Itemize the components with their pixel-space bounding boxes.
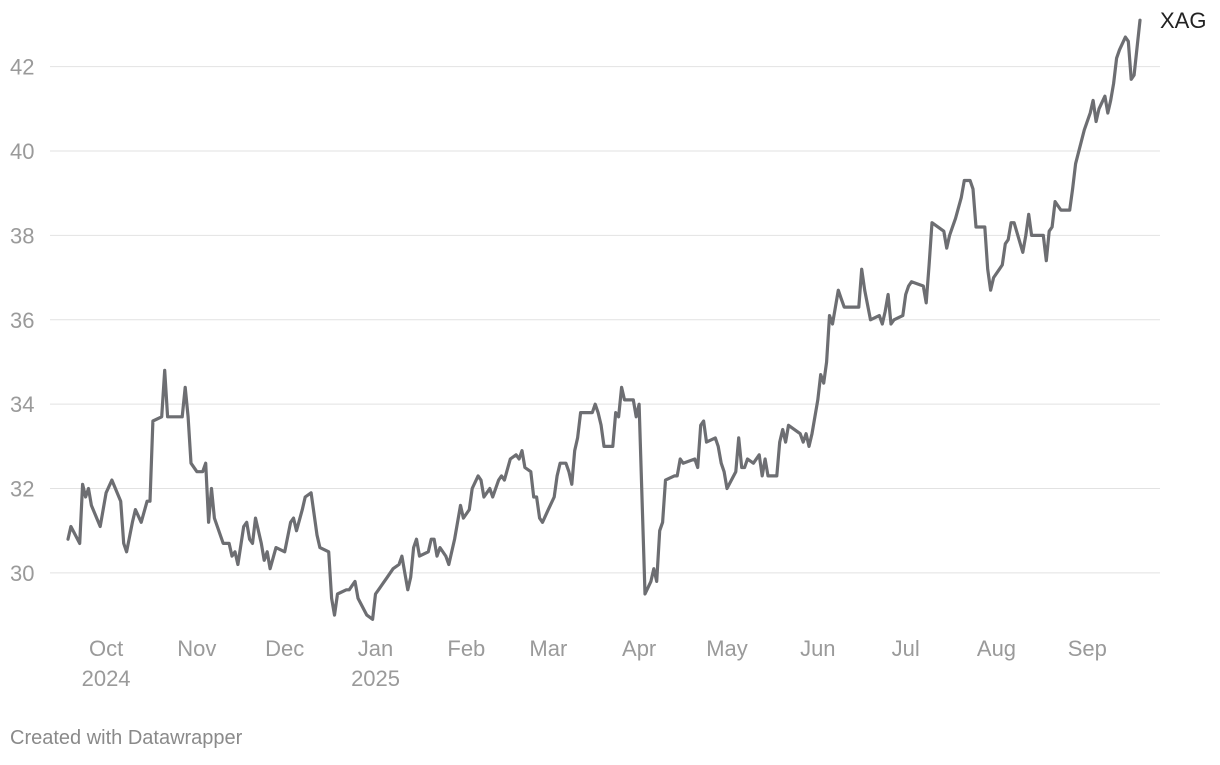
line bbox=[66, 18, 1142, 621]
y-tick-label: 34 bbox=[10, 392, 34, 417]
x-tick-label: Jan 2025 bbox=[351, 636, 400, 691]
x-tick-label: Mar bbox=[529, 636, 567, 661]
credit: Created with Datawrapper bbox=[10, 727, 243, 749]
x-tick-label: May bbox=[706, 636, 748, 661]
x-tick-label: Sep bbox=[1068, 636, 1107, 661]
series-label: XAG bbox=[1160, 8, 1206, 33]
y-tick-label: 38 bbox=[10, 223, 34, 248]
x-tick-label: Feb bbox=[447, 636, 485, 661]
y-tick-label: 40 bbox=[10, 139, 34, 164]
y-tick-label: 36 bbox=[10, 308, 34, 333]
x-tick-label: Apr bbox=[622, 636, 656, 661]
x-tick-label: Jun bbox=[800, 636, 835, 661]
y-tick-label: 42 bbox=[10, 55, 34, 80]
y-tick-label: 30 bbox=[10, 561, 34, 586]
x-tick-label: Dec bbox=[265, 636, 304, 661]
x-tick-label: Aug bbox=[977, 636, 1016, 661]
x-tick-label: Nov bbox=[177, 636, 216, 661]
x-tick-label: Jul bbox=[892, 636, 920, 661]
x-tick-label: Oct 2024 bbox=[82, 636, 131, 691]
y-tick-label: 32 bbox=[10, 477, 34, 502]
